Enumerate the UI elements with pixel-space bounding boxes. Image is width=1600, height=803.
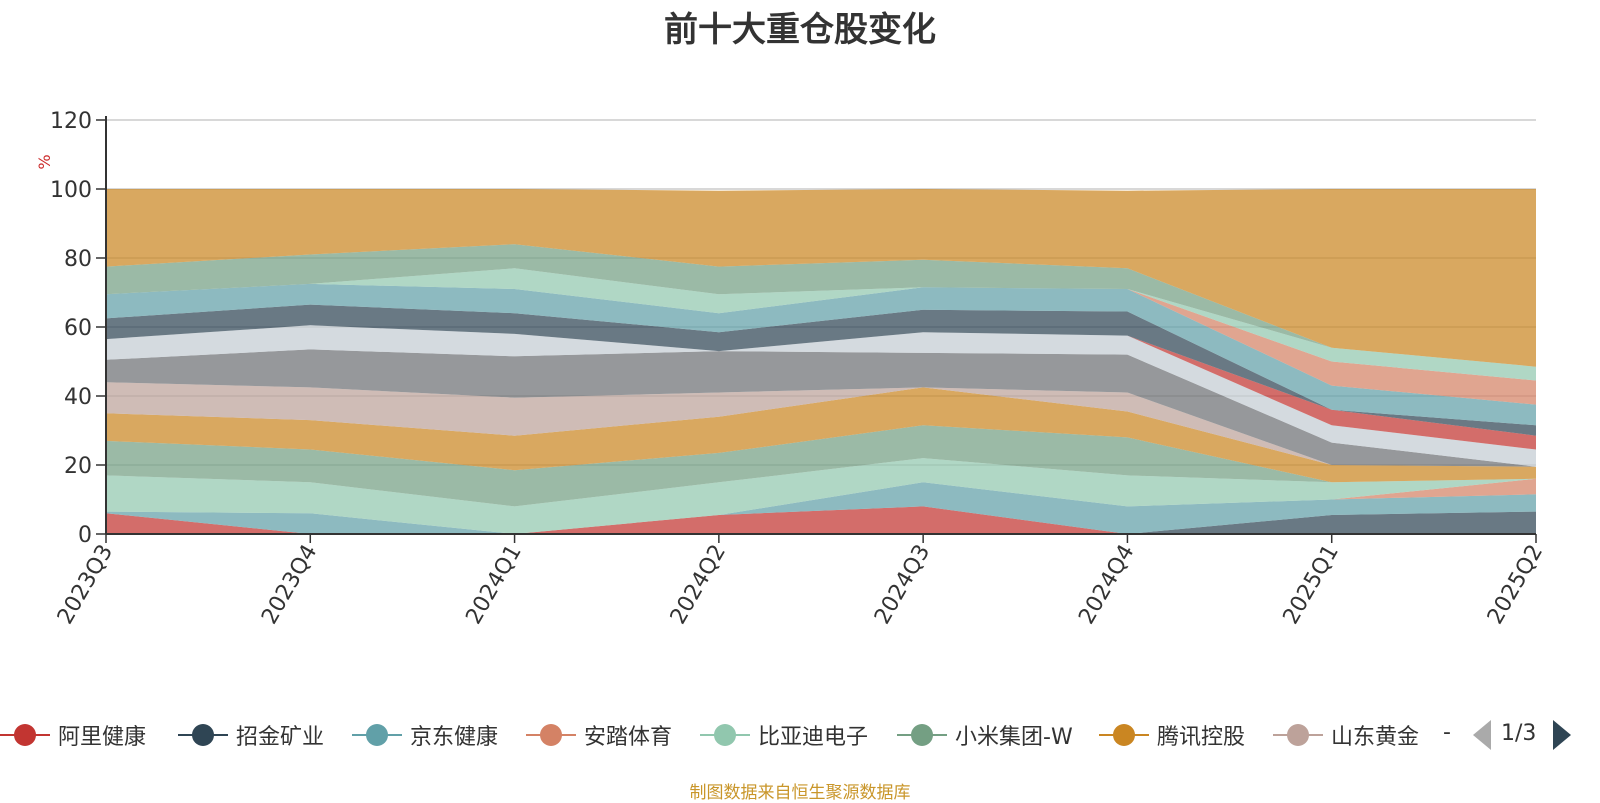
x-tick-label: 2024Q3 <box>870 541 935 629</box>
legend-item[interactable]: 小米集团-W <box>897 720 1073 750</box>
area-series-10[interactable] <box>106 325 1536 450</box>
y-tick-label: 20 <box>64 454 92 479</box>
area-series-6[interactable] <box>106 387 1536 483</box>
legend-label: 阿里健康 <box>58 725 147 750</box>
legend-label: 京东健康 <box>410 725 499 750</box>
legend-marker-icon <box>178 720 228 750</box>
legend-label: 安踏体育 <box>584 725 673 750</box>
legend-label: 招金矿业 <box>236 725 325 750</box>
area-series-9[interactable] <box>106 325 1536 467</box>
area-series-12[interactable] <box>106 283 1536 426</box>
area-series-16[interactable] <box>106 189 1536 367</box>
legend-next-icon[interactable] <box>1553 720 1571 750</box>
legend-item[interactable]: 京东健康 <box>352 720 498 750</box>
chart-title: 前十大重仓股变化 <box>664 10 936 50</box>
legend-overflow-dash: - <box>1443 720 1451 745</box>
x-tick-label: 2024Q2 <box>666 541 731 629</box>
area-series-1[interactable] <box>106 506 1536 534</box>
x-tick-label: 2025Q2 <box>1483 541 1548 629</box>
legend-marker-icon <box>897 720 947 750</box>
y-axis-label: % <box>35 154 54 169</box>
legend-item[interactable]: 招金矿业 <box>178 720 324 750</box>
y-tick-label: 100 <box>50 178 92 203</box>
area-series-group <box>106 189 1536 534</box>
area-series-2[interactable] <box>106 482 1536 534</box>
area-series-14[interactable] <box>106 268 1536 381</box>
area-series-5[interactable] <box>106 425 1536 507</box>
legend-marker-icon <box>352 720 402 750</box>
legend-marker-icon <box>526 720 576 750</box>
x-tick-label: 2025Q1 <box>1279 541 1344 629</box>
y-tick-label: 0 <box>78 523 92 548</box>
area-series-7[interactable] <box>106 382 1536 467</box>
legend-item[interactable]: 比亚迪电子 <box>700 720 868 750</box>
legend-page-number: 1/3 <box>1501 721 1537 746</box>
y-tick-label: 120 <box>50 109 92 134</box>
area-series-8[interactable] <box>106 349 1536 467</box>
legend-marker-icon <box>700 720 750 750</box>
x-tick-label: 2023Q4 <box>257 541 322 629</box>
legend-item[interactable]: 山东黄金 <box>1273 720 1419 750</box>
legend-label: 比亚迪电子 <box>758 725 869 750</box>
legend-item[interactable]: 腾讯控股 <box>1099 720 1245 750</box>
area-series-13[interactable] <box>106 283 1536 405</box>
area-series-0[interactable] <box>106 506 1536 534</box>
legend-marker-icon <box>1273 720 1323 750</box>
y-tick-label: 40 <box>64 385 92 410</box>
legend-marker-icon <box>0 720 50 750</box>
legend-pager: 1/3 <box>1465 716 1600 756</box>
source-note: 制图数据来自恒生聚源数据库 <box>689 783 911 803</box>
y-tick-label: 60 <box>64 316 92 341</box>
legend-label: 腾讯控股 <box>1157 725 1246 750</box>
x-tick-label: 2024Q1 <box>461 541 526 629</box>
x-tick-label: 2023Q3 <box>53 541 118 629</box>
legend-item[interactable]: 阿里健康 <box>0 720 146 750</box>
y-tick-label: 80 <box>64 247 92 272</box>
legend-label: 山东黄金 <box>1331 725 1420 750</box>
x-tick-label: 2024Q4 <box>1074 541 1139 629</box>
legend: 阿里健康 招金矿业 京东健康 安踏体育 比亚迪电子 小米集团-W 腾讯控股 山东黄金 <box>0 720 1460 750</box>
legend-item[interactable]: 安踏体育 <box>526 720 672 750</box>
area-series-4[interactable] <box>106 458 1536 534</box>
legend-label: 小米集团-W <box>955 725 1073 750</box>
area-series-15[interactable] <box>106 244 1536 367</box>
legend-marker-icon <box>1099 720 1149 750</box>
area-series-11[interactable] <box>106 304 1536 436</box>
legend-prev-icon[interactable] <box>1473 720 1491 750</box>
